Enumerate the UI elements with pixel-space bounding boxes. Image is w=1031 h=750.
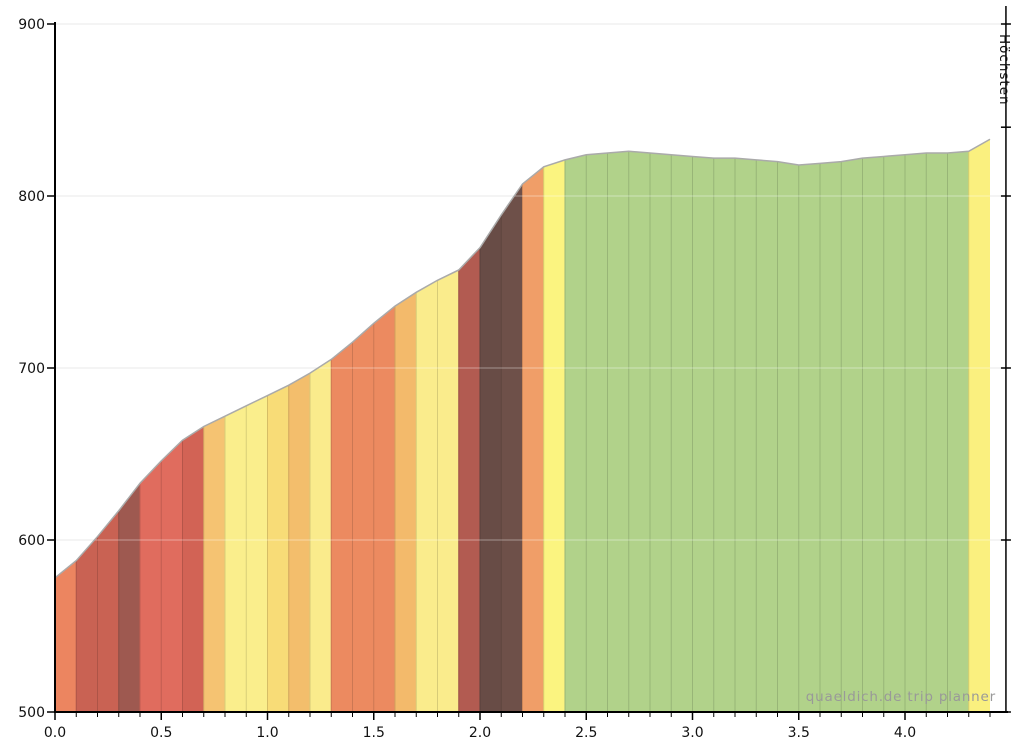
x-tick-label: 2.5 xyxy=(575,725,597,741)
profile-segment xyxy=(267,385,289,712)
x-tick-label: 3.0 xyxy=(681,725,703,741)
profile-segment xyxy=(522,166,544,712)
profile-segment xyxy=(968,139,990,713)
profile-segment xyxy=(352,323,374,712)
profile-segment xyxy=(161,440,183,712)
profile-segment xyxy=(841,158,863,712)
profile-segment xyxy=(671,154,693,713)
profile-segment xyxy=(777,161,799,713)
profile-segment xyxy=(373,306,395,712)
profile-segment xyxy=(182,426,204,712)
profile-segment xyxy=(458,247,480,712)
summit-marker-label: Höchsten xyxy=(996,34,1012,106)
profile-segment xyxy=(692,156,714,712)
profile-segment xyxy=(947,151,969,712)
profile-segment xyxy=(820,161,842,713)
profile-segment xyxy=(713,158,735,712)
profile-segment xyxy=(607,151,629,712)
profile-segment xyxy=(586,153,608,712)
profile-line xyxy=(54,138,991,579)
profile-segment xyxy=(565,154,587,713)
profile-segment xyxy=(97,510,119,712)
y-tick-label: 500 xyxy=(18,705,45,721)
profile-segment xyxy=(480,214,502,713)
profile-segment xyxy=(650,153,672,712)
x-tick-label: 1.0 xyxy=(256,725,278,741)
profile-segment xyxy=(118,483,140,712)
x-tick-label: 3.5 xyxy=(788,725,810,741)
x-tick-label: 0.0 xyxy=(44,725,66,741)
profile-segment xyxy=(905,153,927,712)
profile-segment xyxy=(246,395,268,712)
profile-segment xyxy=(926,153,948,712)
x-tick-label: 2.0 xyxy=(469,725,491,741)
x-tick-label: 1.5 xyxy=(363,725,385,741)
x-tick-label: 4.0 xyxy=(894,725,916,741)
profile-segment xyxy=(735,158,757,712)
profile-segment xyxy=(331,342,353,712)
y-tick-label: 700 xyxy=(18,361,45,377)
profile-segment xyxy=(416,280,438,712)
profile-segment xyxy=(501,183,523,712)
profile-segment xyxy=(395,292,417,712)
profile-segment xyxy=(55,560,77,712)
watermark: quaeldich.de trip planner xyxy=(806,689,996,705)
profile-segment xyxy=(798,163,820,712)
profile-segment xyxy=(756,159,778,712)
profile-segment xyxy=(140,460,162,712)
profile-segment xyxy=(310,359,332,712)
profile-segment xyxy=(203,416,225,712)
profile-segment xyxy=(628,151,650,712)
profile-segment xyxy=(543,159,565,712)
profile-segment xyxy=(437,269,459,712)
profile-segment xyxy=(76,536,98,712)
y-tick-label: 600 xyxy=(18,533,45,549)
profile-segment xyxy=(288,373,310,712)
y-tick-label: 900 xyxy=(18,17,45,33)
profile-segment xyxy=(883,154,905,713)
profile-segment xyxy=(225,405,247,712)
x-tick-label: 0.5 xyxy=(150,725,172,741)
y-tick-label: 800 xyxy=(18,189,45,205)
profile-segment xyxy=(862,156,884,712)
